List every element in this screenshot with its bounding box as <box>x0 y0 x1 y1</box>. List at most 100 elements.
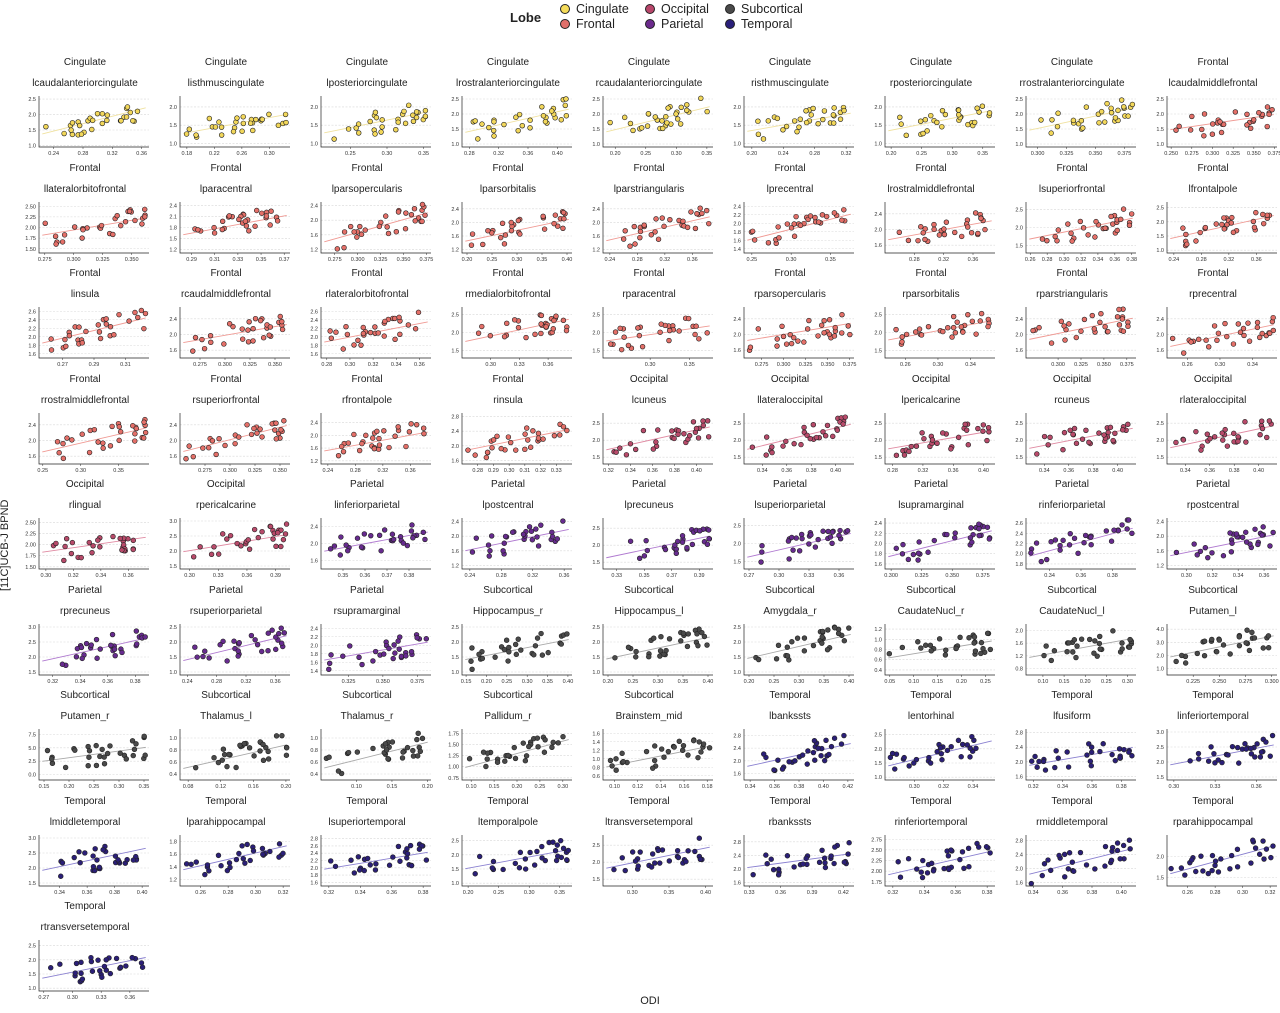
y-tick-label: 2.4 <box>169 203 177 209</box>
facet-plot: 1.01.52.02.50.20 0.25 0.30 0.35 <box>592 95 713 157</box>
data-point <box>828 852 834 859</box>
data-point <box>976 521 982 527</box>
data-point <box>831 860 837 866</box>
data-point <box>1070 431 1076 437</box>
facet-region-label: lparstriangularis <box>613 183 685 195</box>
data-point <box>507 439 514 445</box>
data-point <box>968 229 975 235</box>
data-point <box>1258 418 1265 424</box>
y-tick-label: 1.6 <box>1015 348 1023 354</box>
data-point <box>1033 540 1040 546</box>
data-point <box>211 755 217 761</box>
y-tick-label: 2.5 <box>1015 97 1023 103</box>
data-point <box>1039 872 1045 878</box>
y-tick-label: 1.0 <box>733 670 741 676</box>
data-point <box>846 839 852 845</box>
x-tick-label: 0.20 <box>281 784 292 790</box>
facet-lobe-label: Temporal <box>1051 690 1093 701</box>
data-point <box>1243 539 1250 545</box>
y-tick-label: 2.1 <box>169 214 177 220</box>
x-tick-label: 0.20 <box>603 679 614 685</box>
data-point <box>1195 336 1202 343</box>
facet-region-label: lsuperiorfrontal <box>1038 183 1106 195</box>
data-point <box>1221 214 1227 221</box>
data-point <box>980 421 987 428</box>
data-point <box>798 531 805 538</box>
data-point <box>218 132 225 138</box>
y-tick-label: 2.5 <box>592 843 600 849</box>
axis-lines <box>602 412 713 464</box>
data-point <box>551 432 558 438</box>
facet-lobe-label: Occipital <box>1193 373 1233 385</box>
axis-lines <box>38 307 149 359</box>
x-tick-label: 0.40 <box>691 468 702 474</box>
x-tick-label: 0.30 <box>557 784 568 790</box>
facet-lobe-label: Parietal <box>491 479 525 490</box>
data-point <box>639 343 646 350</box>
data-point <box>637 848 643 855</box>
facet-region-label: lparsopercularis <box>331 183 403 195</box>
data-point <box>132 217 138 223</box>
x-tick-label: 0.15 <box>489 784 500 790</box>
data-point <box>1071 535 1078 541</box>
data-point <box>220 531 226 537</box>
data-point <box>1044 237 1050 243</box>
data-point <box>227 532 234 539</box>
facet-lobe-label: Frontal <box>351 373 383 385</box>
y-tick-label: 1.5 <box>733 560 741 566</box>
data-point <box>672 542 678 548</box>
facet-region-label: linsula <box>70 289 100 300</box>
data-point <box>681 430 687 436</box>
data-point <box>406 428 413 434</box>
y-tick-label: 0.4 <box>874 667 882 673</box>
facet-region-label: lprecuneus <box>624 500 674 511</box>
data-point <box>491 133 497 139</box>
data-point <box>780 127 786 133</box>
data-point <box>627 120 634 127</box>
data-point <box>1264 123 1270 130</box>
data-point <box>619 750 625 757</box>
data-point <box>1201 111 1208 117</box>
facet-panel: Occipital rlingual 1.50 1.75 2.00 2.25 2.50 0.3… <box>15 479 155 579</box>
data-point <box>277 313 283 320</box>
facet-plot: 1.01.52.02.50.30 0.32 0.34 <box>874 729 995 790</box>
data-point <box>952 330 959 336</box>
data-point <box>1088 749 1095 755</box>
data-point <box>96 329 103 335</box>
data-point <box>791 233 798 239</box>
data-point <box>236 216 242 222</box>
x-tick-label: 0.16 <box>248 784 259 790</box>
data-point <box>1029 758 1035 764</box>
x-tick-label: 0.15 <box>932 679 943 685</box>
data-point <box>416 846 423 852</box>
data-point <box>929 436 936 443</box>
x-tick-label: 0.28 <box>809 151 820 157</box>
data-point <box>183 131 190 137</box>
x-tick-label: 0.24 <box>48 151 59 157</box>
axis-lines <box>602 729 713 781</box>
data-point <box>822 859 828 865</box>
data-point <box>787 332 793 338</box>
data-point <box>984 630 991 636</box>
data-point <box>684 102 690 108</box>
data-point <box>235 652 241 659</box>
data-point <box>281 417 287 423</box>
data-point <box>918 332 925 338</box>
x-tick-label: 0.38 <box>109 890 120 896</box>
y-tick-label: 0.8 <box>310 748 318 754</box>
data-point <box>637 234 643 240</box>
data-point <box>934 119 940 126</box>
data-point <box>820 528 826 534</box>
data-point <box>490 436 497 443</box>
data-point <box>490 858 497 864</box>
data-point <box>412 326 419 332</box>
data-point <box>403 209 409 216</box>
data-point <box>278 640 285 646</box>
data-point <box>390 853 396 860</box>
data-point <box>379 124 385 130</box>
facet-region-label: lentorhinal <box>907 711 955 722</box>
data-point <box>839 311 845 318</box>
data-point <box>915 550 922 556</box>
data-point <box>500 866 506 872</box>
data-point <box>501 540 507 546</box>
